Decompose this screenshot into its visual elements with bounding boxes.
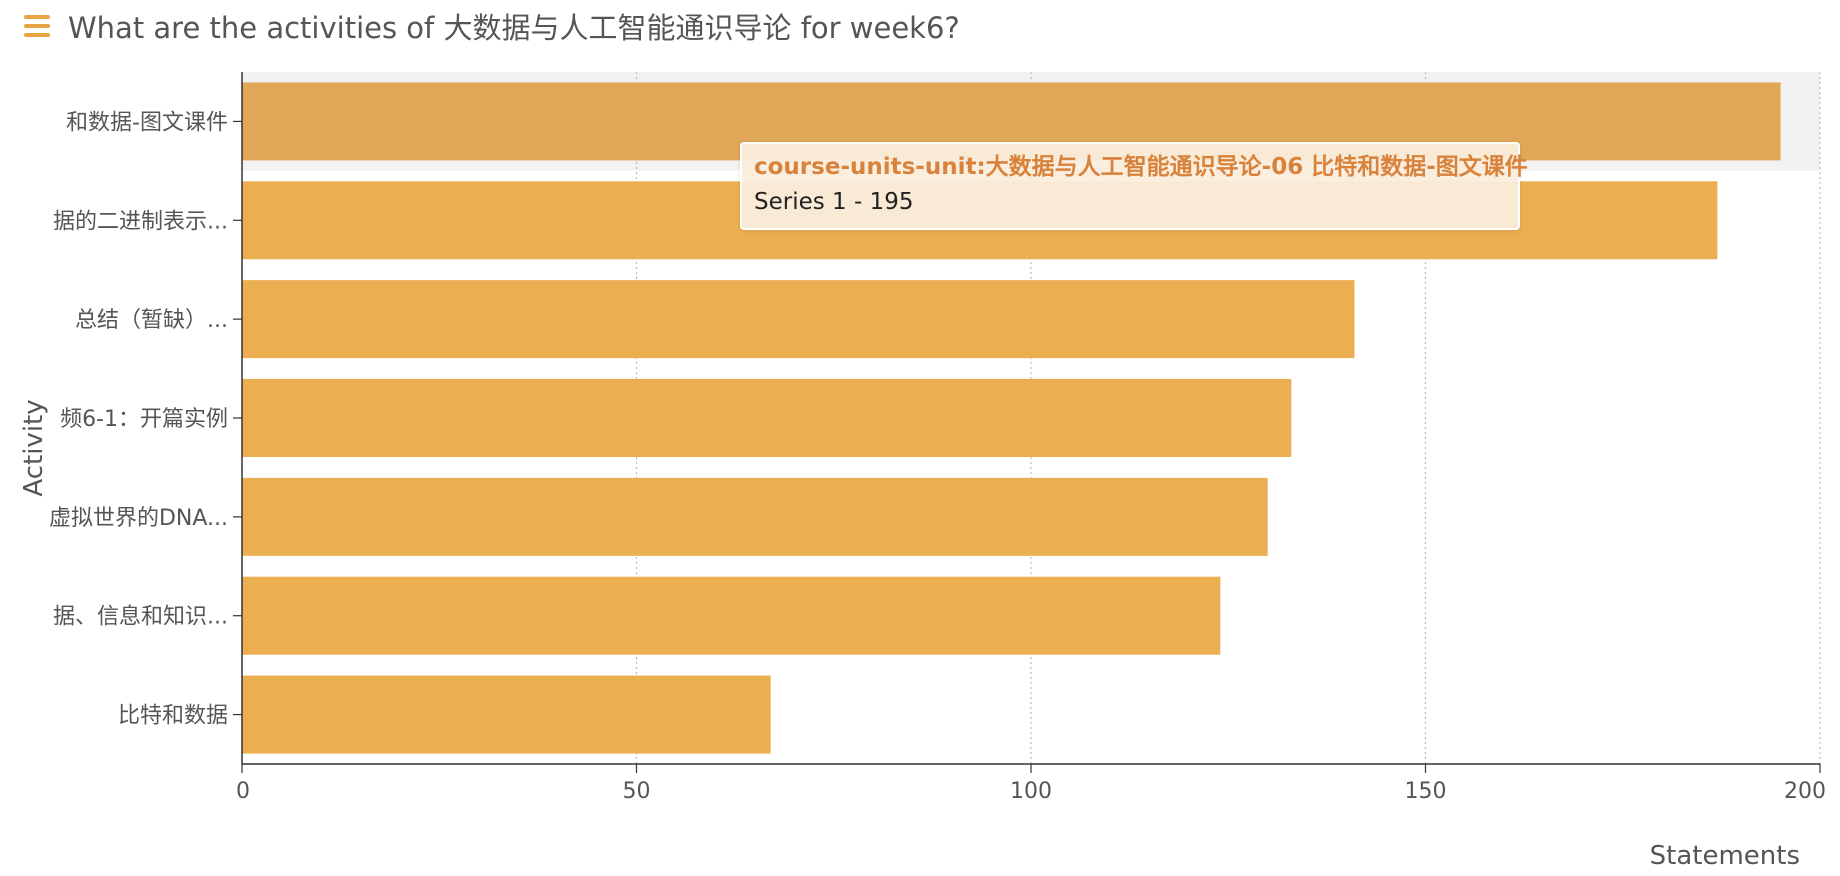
x-tick-label: 50 [623, 779, 651, 804]
y-tick-label: 据的二进制表示... [53, 209, 228, 234]
y-tick-label: 频6-1：开篇实例 [60, 407, 228, 432]
chart-header: What are the activities of 大数据与人工智能通识导论 … [24, 6, 960, 46]
bars [242, 82, 1781, 754]
tooltip-series-name: Series 1 [754, 189, 847, 215]
tooltip-title: course-units-unit:大数据与人工智能通识导论-06 比特和数据-… [754, 154, 1528, 180]
x-tick-label: 200 [1784, 779, 1826, 804]
hamburger-menu-icon[interactable] [24, 15, 50, 37]
y-tick-label: 据、信息和知识... [53, 605, 228, 630]
tooltip-body: Series 1 - 195 [754, 184, 1506, 220]
chart-tooltip: course-units-unit:大数据与人工智能通识导论-06 比特和数据-… [740, 142, 1528, 230]
x-tick-label: 0 [236, 779, 250, 804]
y-tick-label: 虚拟世界的DNA... [49, 506, 228, 531]
page-title: What are the activities of 大数据与人工智能通识导论 … [68, 11, 960, 45]
bar[interactable] [242, 576, 1221, 655]
tooltip-value: 195 [869, 189, 914, 215]
x-axis-title: Statements [1650, 841, 1800, 871]
y-tick-label: 总结（暂缺）... [75, 308, 228, 333]
y-tick-label: 比特和数据 [118, 704, 228, 729]
x-tick-label: 100 [1010, 779, 1052, 804]
y-tick-label: 和数据-图文课件 [66, 110, 228, 135]
bar[interactable] [242, 477, 1268, 556]
axes [233, 72, 1821, 773]
tooltip-separator: - [846, 189, 870, 215]
bar[interactable] [242, 280, 1355, 359]
x-tick-label: 150 [1405, 779, 1447, 804]
bar[interactable] [242, 379, 1292, 457]
bar[interactable] [242, 675, 771, 754]
y-axis-title: Activity [19, 399, 49, 496]
